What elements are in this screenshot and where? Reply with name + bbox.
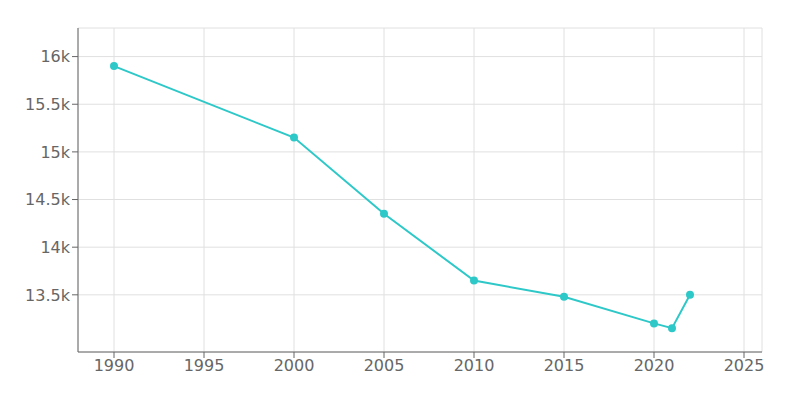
svg-text:16k: 16k <box>40 47 70 66</box>
svg-text:2005: 2005 <box>364 356 405 375</box>
svg-text:1990: 1990 <box>94 356 135 375</box>
svg-text:2015: 2015 <box>544 356 585 375</box>
svg-text:14k: 14k <box>40 238 70 257</box>
svg-text:13.5k: 13.5k <box>25 286 71 305</box>
svg-text:15.5k: 15.5k <box>25 95 71 114</box>
svg-text:15k: 15k <box>40 143 70 162</box>
svg-text:2010: 2010 <box>454 356 495 375</box>
svg-text:2025: 2025 <box>724 356 765 375</box>
svg-text:1995: 1995 <box>184 356 225 375</box>
svg-text:2000: 2000 <box>274 356 315 375</box>
svg-text:2020: 2020 <box>634 356 675 375</box>
svg-text:14.5k: 14.5k <box>25 190 71 209</box>
